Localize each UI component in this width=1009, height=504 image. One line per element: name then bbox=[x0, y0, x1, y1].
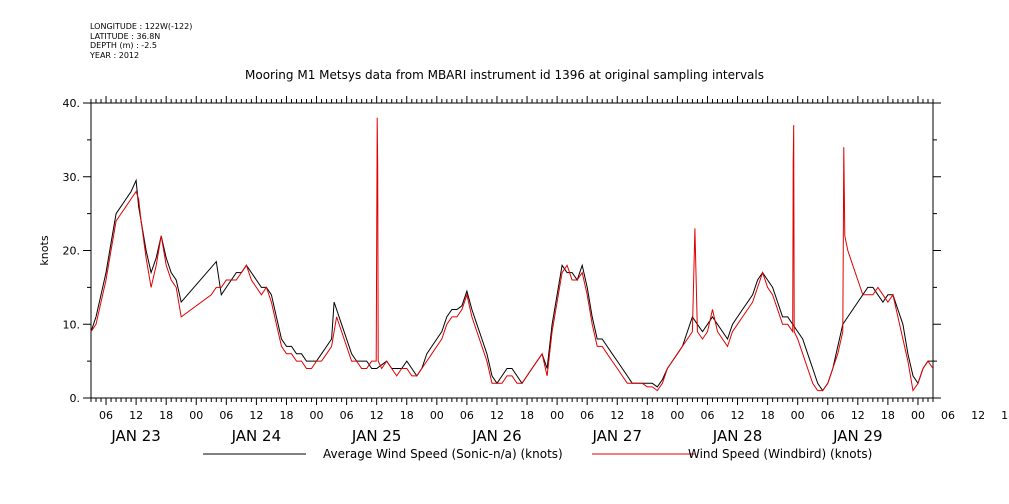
longitude-text: LONGITUDE : 122W(-122) bbox=[90, 22, 193, 31]
x-hour-label: 06 bbox=[219, 409, 233, 422]
x-hour-label: 06 bbox=[941, 409, 955, 422]
x-hour-label: 06 bbox=[460, 409, 474, 422]
x-day-label: JAN 25 bbox=[351, 427, 402, 445]
y-tick-label: 40. bbox=[63, 97, 81, 110]
x-hour-label: 06 bbox=[580, 409, 594, 422]
x-hour-label: 18 bbox=[159, 409, 173, 422]
y-tick-label: 10. bbox=[63, 318, 81, 331]
x-day-label: JAN 23 bbox=[110, 427, 161, 445]
x-hour-label: 06 bbox=[340, 409, 354, 422]
x-hour-label: 18 bbox=[1001, 409, 1009, 422]
x-hour-label: 12 bbox=[731, 409, 745, 422]
plot-frame bbox=[90, 102, 934, 399]
series-average-wind-speed bbox=[90, 178, 933, 392]
x-hour-label: 18 bbox=[520, 409, 534, 422]
y-axis-label: knots bbox=[38, 235, 51, 265]
x-hour-label: 12 bbox=[971, 409, 985, 422]
series-windbird-wind-speed bbox=[90, 117, 934, 392]
x-day-label: JAN 24 bbox=[231, 427, 282, 445]
x-day-label: JAN 28 bbox=[712, 427, 763, 445]
x-hour-label: 12 bbox=[129, 409, 143, 422]
x-hour-label: 00 bbox=[670, 409, 684, 422]
x-hour-label: 00 bbox=[550, 409, 564, 422]
x-hour-label: 18 bbox=[761, 409, 775, 422]
x-hour-label: 00 bbox=[430, 409, 444, 422]
chart-title: Mooring M1 Metsys data from MBARI instru… bbox=[245, 68, 764, 82]
x-hour-label: 18 bbox=[881, 409, 895, 422]
x-hour-label: 00 bbox=[911, 409, 925, 422]
x-hour-label: 18 bbox=[279, 409, 293, 422]
x-hour-label: 00 bbox=[791, 409, 805, 422]
y-tick-label: 0. bbox=[70, 392, 81, 405]
x-hour-label: 00 bbox=[189, 409, 203, 422]
x-hour-label: 12 bbox=[249, 409, 263, 422]
x-day-label: JAN 29 bbox=[832, 427, 883, 445]
year-text: YEAR : 2012 bbox=[90, 50, 140, 60]
depth-text: DEPTH (m) : -2.5 bbox=[90, 41, 157, 50]
legend-label: Wind Speed (Windbird) (knots) bbox=[688, 447, 872, 461]
x-hour-label: 18 bbox=[640, 409, 654, 422]
x-hour-label: 06 bbox=[700, 409, 714, 422]
x-day-label: JAN 27 bbox=[592, 427, 643, 445]
legend-label: Average Wind Speed (Sonic-n/a) (knots) bbox=[323, 447, 563, 461]
x-hour-label: 06 bbox=[821, 409, 835, 422]
x-day-label: JAN 26 bbox=[471, 427, 522, 445]
x-hour-label: 06 bbox=[99, 409, 113, 422]
station-metadata: LONGITUDE : 122W(-122) LATITUDE : 36.8N DE… bbox=[90, 22, 192, 60]
x-hour-label: 12 bbox=[851, 409, 865, 422]
x-hour-label: 12 bbox=[370, 409, 384, 422]
y-tick-label: 30. bbox=[63, 171, 81, 184]
x-hour-label: 18 bbox=[400, 409, 414, 422]
y-tick-label: 20. bbox=[63, 245, 81, 258]
x-hour-label: 12 bbox=[490, 409, 504, 422]
x-hour-label: 12 bbox=[610, 409, 624, 422]
x-hour-label: 00 bbox=[310, 409, 324, 422]
latitude-text: LATITUDE : 36.8N bbox=[90, 31, 161, 41]
